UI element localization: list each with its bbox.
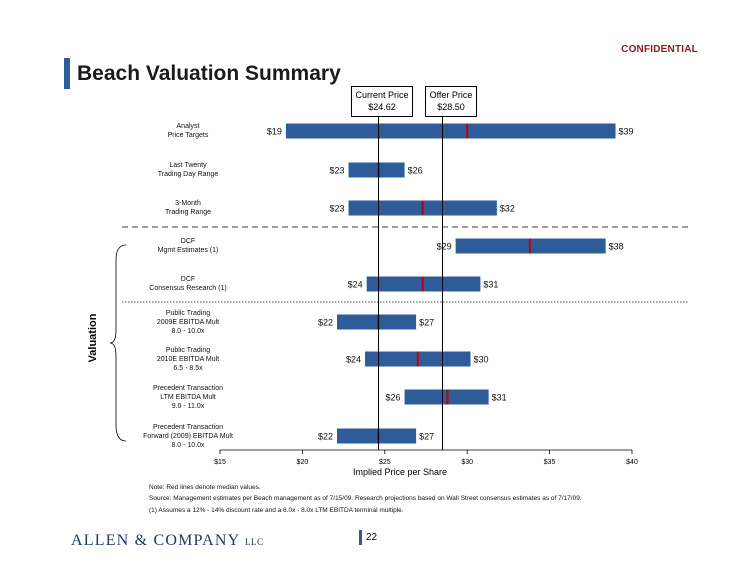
range-bar <box>337 428 417 444</box>
row-label-line: Mgmt Estimates (1) <box>157 247 219 254</box>
row-label-line: 9.0 - 11.0x <box>171 402 205 410</box>
low-value-label: $22 <box>318 432 333 442</box>
current-price-label: Current Price <box>355 90 409 100</box>
range-row: $26 $31 <box>386 389 507 405</box>
range-row: $24 $30 <box>346 351 489 367</box>
x-tick-label: $35 <box>544 459 556 466</box>
high-value-label: $27 <box>419 318 434 328</box>
high-value-label: $27 <box>419 432 434 442</box>
row-label-line: Precedent Transaction <box>152 384 224 392</box>
row-label-line: Forward (2009) EBITDA Mult <box>143 432 233 440</box>
row-label: 3-Month Trading Range <box>103 199 273 217</box>
x-tick-label: $40 <box>626 459 638 466</box>
range-bar <box>337 314 417 330</box>
row-label: DCF Consensus Research (1) <box>103 275 273 293</box>
high-value-label: $31 <box>492 393 507 403</box>
range-row: $22 $27 <box>318 428 434 444</box>
page-number: 22 <box>366 532 378 543</box>
valuation-side-label: Valuation <box>87 313 99 363</box>
row-label: Analyst Price Targets <box>103 122 273 140</box>
note-footnote: (1) Assumes a 12% - 14% discount rate an… <box>149 507 404 514</box>
row-label-line: 2010E EBITDA Mult <box>156 355 220 363</box>
x-axis: $15 $20 $25 $30 $35 $40 <box>214 449 638 466</box>
row-label-line: Analyst <box>176 123 200 130</box>
row-label-line: Public Trading <box>165 309 211 317</box>
row-label-line: Consensus Research (1) <box>149 285 227 292</box>
row-label-line: LTM EBITDA Mult <box>160 393 216 401</box>
company-logo: ALLEN & COMPANY LLC <box>71 532 264 549</box>
offer-price-label: Offer Price <box>429 90 473 100</box>
row-label: DCF Mgmt Estimates (1) <box>103 237 273 255</box>
x-tick-label: $20 <box>297 459 309 466</box>
high-value-label: $38 <box>609 242 624 252</box>
row-label-line: 3-Month <box>175 200 201 207</box>
current-price-value: $24.62 <box>368 102 396 112</box>
offer-price-value: $28.50 <box>437 102 465 112</box>
high-value-label: $32 <box>500 204 515 214</box>
row-label-line: Public Trading <box>165 346 211 354</box>
row-label-line: Last Twenty <box>169 162 207 169</box>
title-accent-bar <box>64 58 70 89</box>
low-value-label: $29 <box>437 242 452 252</box>
range-bar <box>348 162 405 178</box>
low-value-label: $19 <box>267 127 282 137</box>
range-bars: $19 $39$23 $26$23 $32$29 $38$24 $31$22 $27$24 $… <box>267 123 634 444</box>
page-title: Beach Valuation Summary <box>77 62 341 85</box>
row-label-line: Trading Range <box>164 209 212 216</box>
high-value-label: $26 <box>408 166 423 176</box>
row-label-line: 6.5 - 8.5x <box>173 364 203 372</box>
row-label: Precedent Transaction Forward (2009) EBIT… <box>103 423 273 450</box>
low-value-label: $23 <box>330 204 345 214</box>
confidential-label: CONFIDENTIAL <box>621 44 698 55</box>
low-value-label: $26 <box>386 393 401 403</box>
row-label-line: Price Targets <box>167 132 209 139</box>
low-value-label: $22 <box>318 318 333 328</box>
offer-price-box: Offer Price $28.50 <box>425 86 477 117</box>
note-source: Source: Management estimates per Beach m… <box>149 495 582 502</box>
row-label-line: DCF <box>180 238 196 245</box>
range-row: $29 $38 <box>437 238 624 254</box>
low-value-label: $24 <box>346 355 361 365</box>
low-value-label: $23 <box>330 166 345 176</box>
row-label-line: Trading Day Range <box>157 171 219 178</box>
high-value-label: $30 <box>473 355 488 365</box>
row-label: Public Trading 2009E EBITDA Mult 8.0 - 10.… <box>103 309 273 336</box>
high-value-label: $31 <box>483 280 498 290</box>
reference-lines <box>378 117 443 450</box>
note-median: Note: Red lines denote median values. <box>149 484 261 491</box>
current-price-box: Current Price $24.62 <box>351 86 413 117</box>
range-row: $24 $31 <box>348 276 498 292</box>
row-label-line: Precedent Transaction <box>152 423 224 431</box>
row-label-line: 8.0 - 10.0x <box>171 327 205 335</box>
range-row: $22 $27 <box>318 314 434 330</box>
row-label-line: DCF <box>180 276 196 283</box>
row-label-line: 8.0 - 10.0x <box>171 441 205 449</box>
row-label: Last Twenty Trading Day Range <box>103 161 273 179</box>
x-axis-title: Implied Price per Share <box>352 467 448 477</box>
row-label: Public Trading 2010E EBITDA Mult 6.5 - 8.5… <box>103 346 273 373</box>
high-value-label: $39 <box>619 127 634 137</box>
x-tick-label: $30 <box>461 459 473 466</box>
range-bar <box>285 123 616 139</box>
page-number-bar <box>359 530 362 545</box>
range-row: $19 $39 <box>267 123 634 139</box>
range-row: $23 $32 <box>330 200 515 216</box>
range-row: $23 $26 <box>330 162 423 178</box>
x-tick-label: $25 <box>379 459 391 466</box>
row-label: Precedent Transaction LTM EBITDA Mult 9.0 … <box>103 384 273 411</box>
x-tick-label: $15 <box>214 459 226 466</box>
separators <box>122 226 688 303</box>
low-value-label: $24 <box>348 280 363 290</box>
valuation-brace <box>109 244 127 442</box>
row-label-line: 2009E EBITDA Mult <box>156 318 220 326</box>
